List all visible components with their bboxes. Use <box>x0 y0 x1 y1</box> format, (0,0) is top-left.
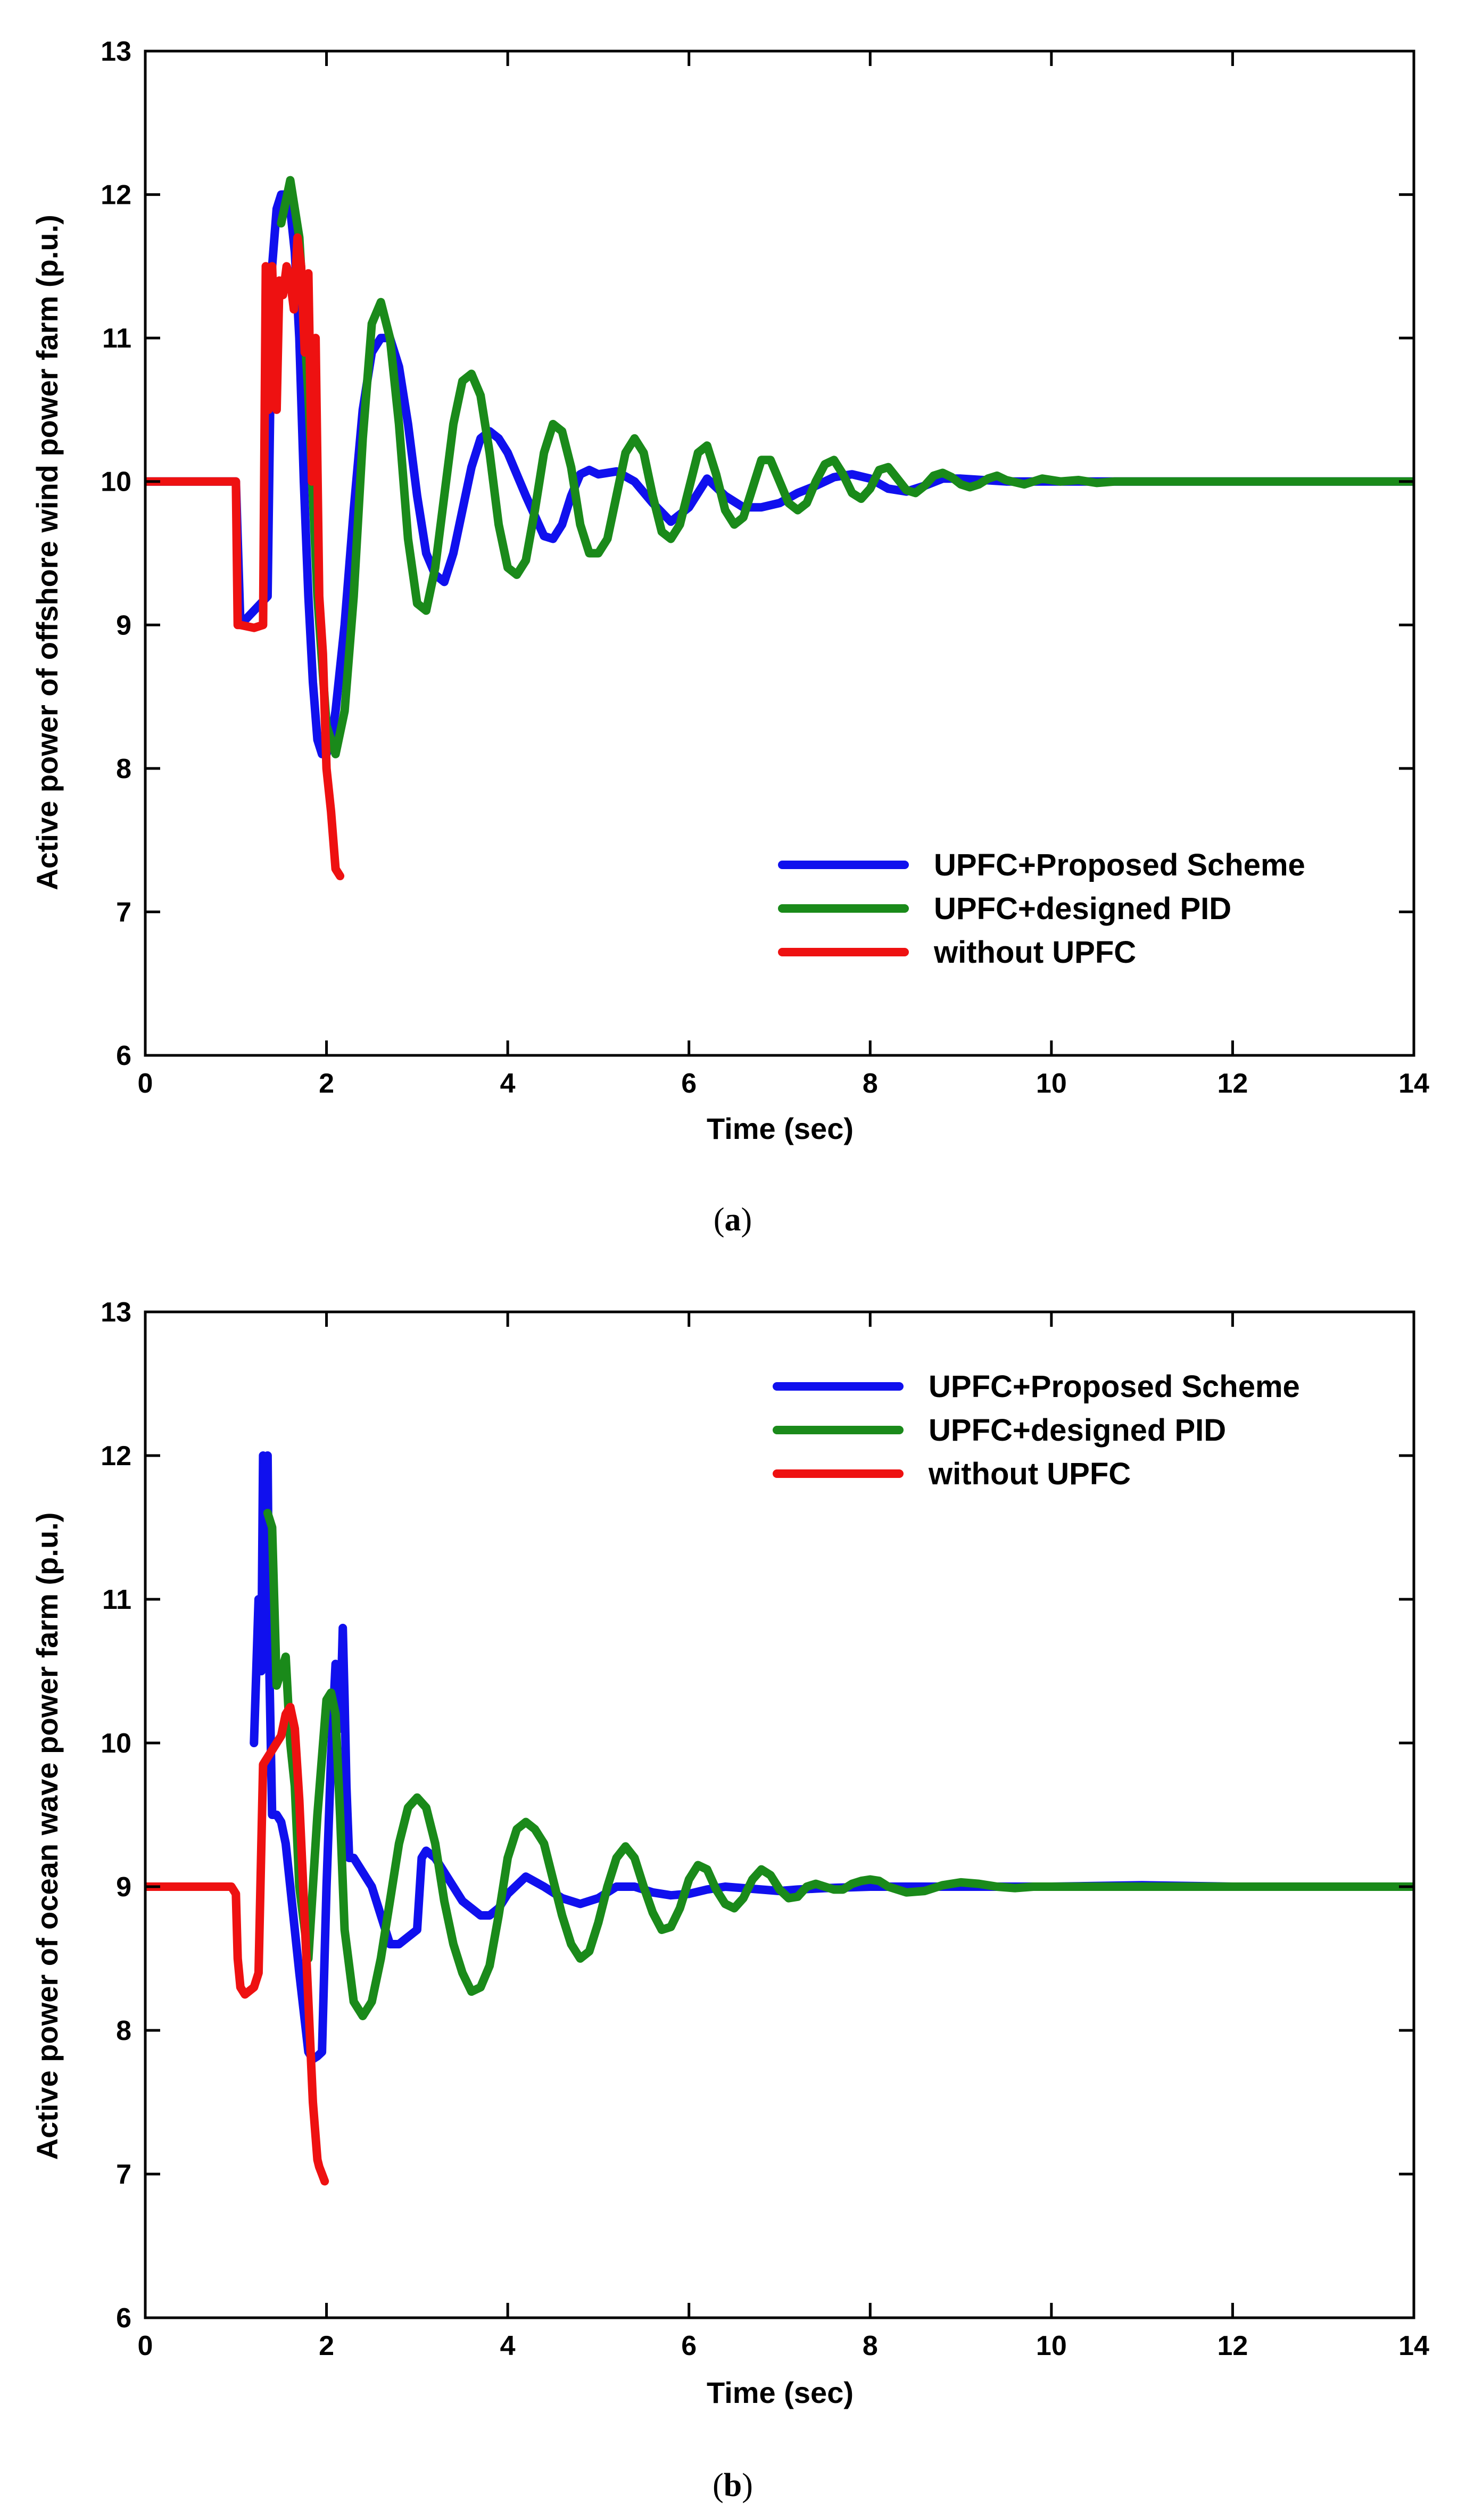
series-line-without-upfc-a <box>145 233 345 880</box>
x-tick-label-a: 14 <box>1398 1068 1429 1099</box>
series-line-without-upfc-b <box>145 1703 329 2186</box>
y-tick-label-a: 10 <box>101 467 131 498</box>
x-tick-label-a: 10 <box>1036 1068 1067 1099</box>
caption-b: (b) <box>713 2467 753 2504</box>
caption-b-letter: b <box>724 2467 742 2504</box>
x-tick-label-b: 12 <box>1217 2331 1248 2361</box>
plot-frame-b <box>144 1310 1415 2319</box>
y-tick-label-b: 10 <box>101 1728 131 1759</box>
y-tick-label-a: 8 <box>116 754 131 784</box>
x-tick-label-b: 6 <box>681 2331 697 2361</box>
y-tick-label-b: 8 <box>116 2015 131 2046</box>
x-tick-label-a: 2 <box>319 1068 334 1099</box>
chart-panel-a: Active power of offshore wind power farm… <box>30 36 1429 1238</box>
x-axis-title-a: Time (sec) <box>707 1112 854 1145</box>
legend-label-upfc-proposed-scheme-b: UPFC+Proposed Scheme <box>929 1369 1300 1404</box>
series-line-upfc-designed-pid-a <box>277 176 1414 758</box>
y-tick-label-a: 7 <box>116 897 131 928</box>
y-tick-label-b: 11 <box>102 1584 131 1615</box>
caption-a: (a) <box>714 1202 752 1238</box>
x-tick-label-b: 8 <box>863 2331 878 2361</box>
legend-label-upfc-proposed-scheme-a: UPFC+Proposed Scheme <box>934 848 1305 882</box>
y-axis-title-b: Active power of ocean wave power farm (p… <box>30 1513 64 2160</box>
y-axis-title-a: Active power of offshore wind power farm… <box>30 214 64 890</box>
caption-a-letter: a <box>725 1202 741 1238</box>
y-tick-label-b: 12 <box>101 1441 131 1472</box>
series-group-a <box>145 176 1414 880</box>
y-tick-label-b: 9 <box>116 1872 131 1903</box>
y-tick-label-a: 6 <box>116 1040 131 1071</box>
x-tick-label-a: 8 <box>863 1068 878 1099</box>
series-group-b <box>145 1451 1414 2186</box>
plot-frame-a <box>144 49 1415 1057</box>
x-tick-label-a: 12 <box>1217 1068 1248 1099</box>
legend-b: UPFC+Proposed Scheme UPFC+designed PID wit… <box>773 1369 1300 1491</box>
legend-label-upfc-designed-pid-a: UPFC+designed PID <box>934 891 1231 926</box>
series-line-upfc-proposed-scheme-b <box>250 1451 1414 2063</box>
legend-label-without-upfc-a: without UPFC <box>933 935 1136 970</box>
series-line-upfc-designed-pid-b <box>263 1509 1414 2020</box>
y-tick-label-a: 12 <box>101 180 131 211</box>
x-tick-label-b: 2 <box>319 2331 334 2361</box>
legend-label-upfc-designed-pid-b: UPFC+designed PID <box>929 1413 1226 1448</box>
legend-label-without-upfc-b: without UPFC <box>928 1457 1131 1491</box>
y-tick-label-b: 6 <box>116 2303 131 2334</box>
y-tick-label-a: 9 <box>116 610 131 641</box>
x-tick-label-a: 6 <box>681 1068 697 1099</box>
series-line-upfc-proposed-scheme-a <box>145 190 1414 758</box>
x-tick-label-a: 0 <box>138 1068 153 1099</box>
y-tick-label-b: 7 <box>116 2159 131 2190</box>
y-tick-label-a: 13 <box>101 36 131 67</box>
chart-panel-b: Active power of ocean wave power farm (p… <box>30 1297 1429 2504</box>
x-tick-label-b: 10 <box>1036 2331 1067 2361</box>
x-axis-title-b: Time (sec) <box>707 2376 854 2409</box>
y-tick-label-a: 11 <box>102 323 131 354</box>
y-tick-label-b: 13 <box>101 1297 131 1328</box>
x-tick-label-b: 14 <box>1398 2331 1429 2361</box>
x-tick-label-b: 4 <box>500 2331 516 2361</box>
legend-a: UPFC+Proposed Scheme UPFC+designed PID wit… <box>778 848 1305 970</box>
x-tick-label-b: 0 <box>138 2331 153 2361</box>
x-tick-label-a: 4 <box>500 1068 516 1099</box>
